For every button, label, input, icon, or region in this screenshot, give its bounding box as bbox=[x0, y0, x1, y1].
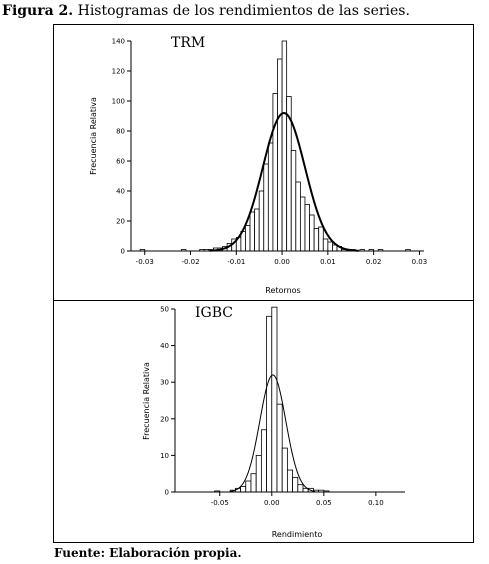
igbc-bar bbox=[271, 306, 278, 493]
igbc-y-tick-label: 50 bbox=[160, 306, 169, 314]
trm-y-label: Frecuencia Relativa bbox=[89, 97, 98, 175]
trm-x-tick-label: -0.01 bbox=[227, 258, 245, 266]
igbc-y-tick-label: 40 bbox=[160, 342, 169, 350]
igbc-y-label: Frecuencia Relativa bbox=[142, 362, 151, 440]
trm-bar bbox=[309, 214, 315, 252]
igbc-panel: -0.05 0.00 0.05 0.10 0 10 20 30 40 50 IGBC Rendi… bbox=[142, 305, 405, 539]
trm-y-tick-label: 60 bbox=[116, 158, 125, 166]
trm-bar bbox=[272, 93, 278, 252]
trm-bar bbox=[263, 163, 269, 252]
trm-bar bbox=[322, 238, 329, 252]
trm-x-tick-label: -0.02 bbox=[181, 258, 199, 266]
igbc-y-tick-label: 20 bbox=[160, 415, 169, 423]
source-note: Fuente: Elaboración propia. bbox=[54, 546, 242, 560]
igbc-y-ticks: 0 10 20 30 40 50 bbox=[160, 306, 175, 497]
trm-bar bbox=[245, 225, 251, 252]
trm-x-tick-label: 0.02 bbox=[366, 258, 382, 266]
igbc-bars bbox=[214, 306, 330, 493]
trm-y-ticks: 0 20 40 60 80 100 120 140 bbox=[112, 38, 131, 256]
trm-y-tick-label: 140 bbox=[112, 38, 125, 46]
igbc-series-label: IGBC bbox=[195, 305, 233, 321]
igbc-bar bbox=[245, 480, 252, 493]
trm-series-label: TRM bbox=[171, 35, 205, 51]
trm-bar bbox=[327, 241, 333, 252]
trm-bars bbox=[139, 40, 411, 252]
panel-divider bbox=[54, 300, 473, 301]
trm-y-tick-label: 20 bbox=[116, 218, 125, 226]
trm-y-tick-label: 100 bbox=[112, 98, 125, 106]
trm-bar bbox=[267, 142, 274, 252]
trm-x-label: Retornos bbox=[265, 286, 300, 295]
trm-y-tick-label: 120 bbox=[112, 68, 125, 76]
trm-bar bbox=[290, 150, 297, 252]
igbc-x-tick-label: 0.10 bbox=[368, 499, 384, 507]
igbc-x-tick-label: 0.00 bbox=[264, 499, 280, 507]
igbc-x-ticks: -0.05 0.00 0.05 0.10 bbox=[211, 492, 384, 507]
igbc-bar bbox=[286, 469, 294, 493]
trm-bar bbox=[281, 40, 288, 252]
igbc-bar bbox=[260, 429, 267, 493]
igbc-fit-curve bbox=[230, 374, 316, 492]
trm-bar bbox=[313, 228, 320, 252]
igbc-x-tick-label: 0.05 bbox=[316, 499, 332, 507]
trm-y-tick-label: 40 bbox=[116, 188, 125, 196]
igbc-bar bbox=[297, 484, 304, 493]
igbc-bar bbox=[255, 454, 262, 493]
trm-y-tick-label: 80 bbox=[116, 128, 125, 136]
trm-fit-curve bbox=[209, 111, 359, 252]
caption-text: Histogramas de los rendimientos de las s… bbox=[73, 3, 410, 19]
trm-x-ticks: -0.03 -0.02 -0.01 0.00 0.01 0.02 0.03 bbox=[136, 251, 428, 266]
igbc-bar bbox=[276, 403, 283, 493]
trm-bar bbox=[299, 196, 306, 252]
trm-bar bbox=[277, 58, 283, 252]
figure-frame bbox=[53, 24, 474, 543]
trm-x-tick-label: 0.01 bbox=[320, 258, 336, 266]
igbc-y-tick-label: 0 bbox=[165, 489, 169, 497]
igbc-x-tick-label: -0.05 bbox=[211, 499, 229, 507]
trm-panel: -0.03 -0.02 -0.01 0.00 0.01 0.02 0.03 0 20 40 60 8… bbox=[89, 35, 427, 295]
igbc-bar bbox=[240, 486, 247, 493]
figure-caption: Figura 2. Histogramas de los rendimiento… bbox=[2, 3, 410, 19]
igbc-bar bbox=[281, 447, 288, 493]
trm-bar bbox=[295, 181, 301, 252]
trm-x-tick-label: 0.00 bbox=[274, 258, 290, 266]
igbc-y-tick-label: 10 bbox=[160, 452, 169, 460]
trm-bar bbox=[254, 208, 260, 252]
igbc-y-tick-label: 30 bbox=[160, 379, 169, 387]
igbc-bar bbox=[266, 315, 273, 493]
igbc-x-label: Rendimiento bbox=[272, 530, 323, 539]
trm-y-tick-label: 0 bbox=[121, 248, 125, 256]
trm-bar bbox=[318, 226, 324, 252]
trm-x-tick-label: 0.03 bbox=[412, 258, 428, 266]
igbc-bar bbox=[250, 473, 257, 493]
igbc-bar bbox=[292, 476, 299, 493]
trm-bar bbox=[304, 204, 310, 252]
trm-bar bbox=[258, 190, 265, 252]
trm-bar bbox=[249, 211, 256, 252]
caption-label: Figura 2. bbox=[2, 3, 74, 19]
trm-x-tick-label: -0.03 bbox=[136, 258, 154, 266]
